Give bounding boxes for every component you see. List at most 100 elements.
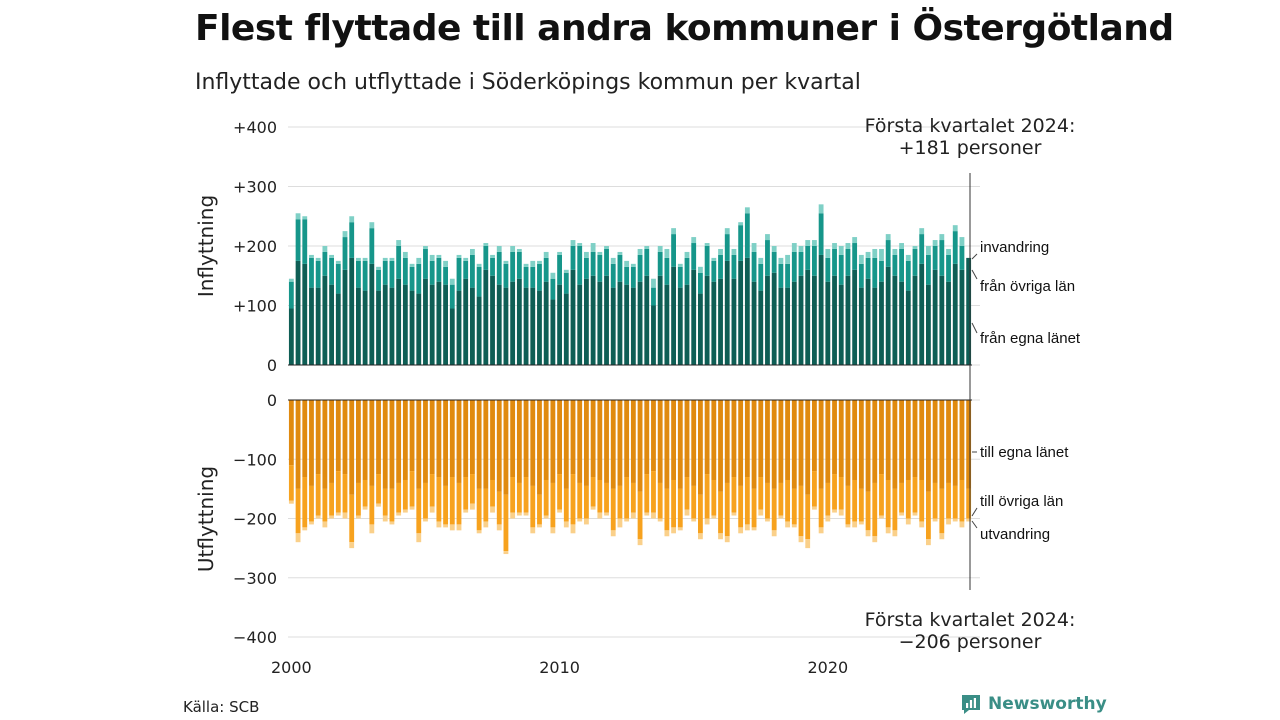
- bar-in-0: [925, 284, 931, 365]
- y-tick-label-bottom: −100: [233, 450, 277, 469]
- bar-out-1: [932, 482, 938, 519]
- bar-out-2: [483, 521, 489, 528]
- bar-in-1: [583, 257, 589, 279]
- bar-out-0: [604, 400, 609, 483]
- bar-out-0: [389, 400, 395, 489]
- bar-out-1: [644, 474, 650, 513]
- bar-out-0: [751, 400, 757, 489]
- bar-in-0: [892, 275, 898, 365]
- bar-in-0: [751, 281, 757, 365]
- bar-out-1: [302, 477, 308, 528]
- bar-out-1: [436, 477, 442, 522]
- bar-out-0: [852, 400, 858, 480]
- bar-in-2: [429, 254, 435, 261]
- bar-out-0: [490, 400, 495, 480]
- bar-in-2: [671, 228, 677, 235]
- bar-out-2: [396, 512, 402, 516]
- bar-out-2: [537, 524, 542, 528]
- bar-in-2: [557, 251, 563, 255]
- bar-in-0: [630, 287, 636, 365]
- bar-out-1: [335, 471, 341, 513]
- bar-out-1: [423, 482, 428, 519]
- bar-in-0: [530, 287, 536, 365]
- bar-in-1: [503, 263, 509, 288]
- bar-out-2: [496, 524, 502, 531]
- bar-in-2: [436, 254, 442, 258]
- bar-out-1: [402, 479, 408, 510]
- bar-in-1: [852, 243, 858, 270]
- bar-in-0: [315, 287, 321, 365]
- bar-in-2: [872, 248, 878, 258]
- bar-in-1: [610, 263, 616, 288]
- bar-in-0: [952, 263, 958, 365]
- bar-in-0: [818, 254, 824, 365]
- bar-out-2: [315, 515, 321, 519]
- bar-in-1: [892, 254, 898, 276]
- bar-in-1: [416, 263, 422, 294]
- bar-in-1: [778, 263, 784, 288]
- bar-out-1: [463, 477, 469, 510]
- bar-out-2: [691, 518, 697, 522]
- y-axis-title-bottom: Utflyttning: [194, 466, 218, 572]
- bar-in-2: [630, 263, 636, 267]
- bar-out-2: [664, 530, 670, 537]
- bar-out-2: [704, 518, 710, 525]
- bar-out-2: [490, 506, 495, 513]
- bar-in-2: [912, 246, 918, 249]
- bar-out-1: [416, 488, 422, 534]
- bar-in-2: [456, 254, 462, 258]
- bar-in-0: [946, 281, 951, 365]
- bar-in-1: [697, 272, 703, 294]
- bar-out-0: [382, 400, 388, 489]
- bar-out-0: [798, 400, 804, 486]
- bar-in-2: [604, 246, 609, 249]
- bar-out-1: [409, 471, 415, 507]
- bar-in-2: [315, 257, 321, 261]
- bar-out-0: [899, 400, 905, 483]
- bar-out-2: [657, 518, 663, 522]
- bar-out-0: [818, 400, 824, 489]
- bar-out-1: [490, 479, 495, 507]
- bar-in-2: [309, 254, 314, 258]
- bar-out-0: [376, 400, 381, 475]
- bar-out-2: [912, 512, 918, 516]
- bar-in-1: [543, 257, 549, 282]
- bar-out-0: [758, 400, 764, 478]
- x-tick-label: 2020: [807, 658, 848, 677]
- bar-out-1: [778, 482, 784, 516]
- bar-out-2: [416, 533, 422, 543]
- bar-in-1: [577, 246, 583, 285]
- bar-out-1: [691, 485, 697, 519]
- bar-in-1: [818, 213, 824, 255]
- bar-out-2: [449, 524, 455, 531]
- bar-out-1: [838, 477, 844, 510]
- bar-in-1: [644, 248, 650, 276]
- bar-out-2: [644, 512, 650, 516]
- bar-in-0: [738, 260, 744, 365]
- bar-out-0: [832, 400, 837, 475]
- series-leader-line: [971, 269, 978, 280]
- bar-out-2: [892, 530, 898, 537]
- bar-in-1: [342, 237, 348, 270]
- bar-in-2: [771, 246, 777, 252]
- bar-in-1: [785, 263, 791, 288]
- bar-out-1: [617, 485, 623, 519]
- bar-out-0: [597, 400, 603, 480]
- bar-in-2: [416, 257, 422, 264]
- bar-out-0: [537, 400, 542, 495]
- bar-in-1: [476, 266, 482, 297]
- bar-in-1: [952, 231, 958, 264]
- bar-out-0: [590, 400, 596, 478]
- bar-in-2: [389, 257, 395, 261]
- bar-out-0: [510, 400, 516, 478]
- bar-out-0: [892, 400, 898, 489]
- bar-in-1: [845, 248, 851, 276]
- bar-out-2: [677, 527, 683, 531]
- bar-in-2: [704, 243, 710, 246]
- series-label-out: utvandring: [980, 526, 1050, 543]
- series-label-in: från egna länet: [980, 330, 1081, 347]
- bar-out-0: [858, 400, 864, 489]
- bar-out-0: [885, 400, 891, 480]
- bar-out-0: [879, 400, 884, 475]
- bar-out-1: [577, 482, 583, 519]
